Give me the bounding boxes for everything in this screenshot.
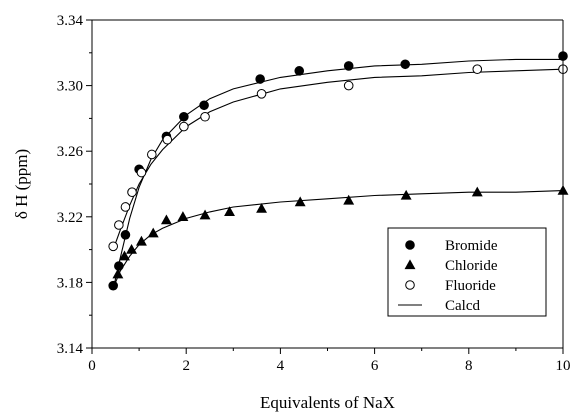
calcd-curve (112, 58, 563, 290)
bromide-point (108, 280, 118, 291)
legend-label-calcd: Calcd (445, 298, 480, 314)
fluoride-point (343, 80, 354, 91)
chloride-point (177, 211, 189, 221)
chloride-point (471, 186, 483, 197)
fluoride-point (472, 64, 483, 74)
x-tick-label: 8 (465, 358, 473, 374)
y-tick-label: 3.30 (57, 79, 83, 95)
chloride-point (112, 268, 124, 279)
legend: Bromide Chloride Fluoride Calcd (387, 227, 547, 317)
chloride-point (160, 214, 172, 225)
fluoride-point (136, 167, 147, 178)
x-tick-label: 10 (556, 358, 571, 374)
fluoride-point (179, 121, 189, 132)
bromide-point (179, 111, 189, 122)
legend-label-fluoride: Fluoride (445, 278, 496, 294)
bromide-point (199, 100, 209, 111)
y-tick-label: 3.34 (57, 13, 84, 29)
chloride-point (199, 209, 211, 220)
x-axis-title: Equivalents of NaX (260, 393, 395, 412)
bromide-point (294, 66, 305, 76)
fluoride-point (108, 241, 118, 252)
legend-label-bromide: Bromide (445, 238, 498, 254)
chloride-point (126, 243, 138, 254)
fluoride-point (200, 111, 210, 122)
y-tick-label: 3.26 (57, 144, 84, 160)
fluoride-point (127, 187, 137, 197)
fluoride-point (114, 220, 124, 230)
fluoride-point (162, 134, 173, 145)
chloride-point (343, 194, 355, 205)
x-ticks: 0 2 4 6 8 10 (88, 348, 571, 374)
bromide-point (120, 230, 131, 240)
legend-symbol-fluoride (405, 280, 415, 290)
chloride-point (224, 206, 235, 217)
x-tick-label: 0 (88, 358, 96, 374)
x-tick-label: 2 (182, 358, 190, 374)
legend-box (387, 227, 547, 317)
y-ticks: 3.14 3.18 3.22 3.26 3.30 3.34 (57, 13, 92, 357)
fluoride-point (256, 89, 267, 99)
chloride-point (256, 202, 268, 213)
y-axis-title: δ H (ppm) (12, 149, 31, 219)
chloride-point (136, 235, 147, 246)
bromide-point (343, 61, 354, 71)
fluoride-point (120, 202, 131, 212)
calcd-curve (112, 68, 564, 250)
chloride-point (147, 227, 159, 238)
y-tick-label: 3.22 (57, 210, 83, 226)
legend-symbol-chloride (404, 259, 416, 270)
y-tick-label: 3.18 (57, 275, 83, 291)
x-tick-label: 4 (277, 358, 285, 374)
chloride-point (400, 189, 412, 200)
legend-symbol-bromide (405, 240, 415, 250)
y-tick-label: 3.14 (57, 341, 84, 357)
chloride-point (119, 250, 130, 261)
bromide-point (400, 59, 411, 70)
chloride-point (294, 196, 306, 207)
legend-label-chloride: Chloride (445, 258, 498, 274)
x-tick-label: 6 (371, 358, 379, 374)
fluoride-point (147, 149, 157, 160)
bromide-point (114, 261, 124, 271)
bromide-point (255, 74, 265, 84)
